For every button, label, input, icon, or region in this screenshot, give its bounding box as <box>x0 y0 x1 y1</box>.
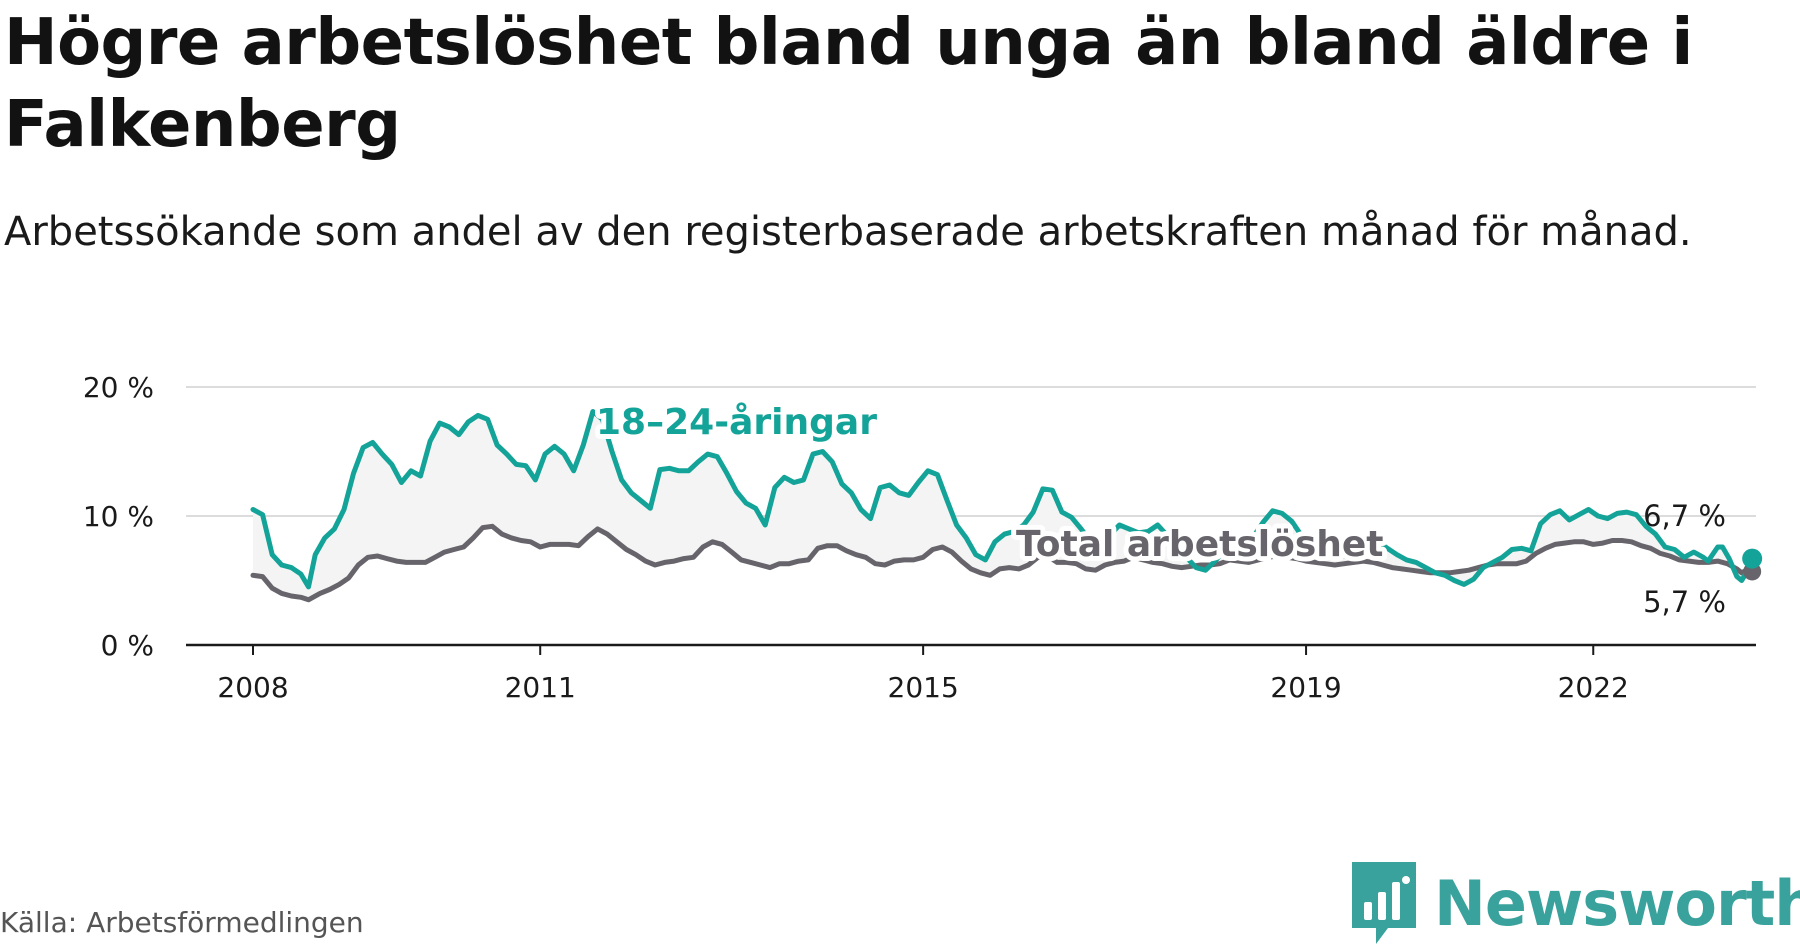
gap-fill-area <box>253 411 1753 600</box>
y-tick-label: 10 % <box>83 500 154 533</box>
series-line-youth <box>250 409 1755 590</box>
series-label-total-halo: Total arbetslöshet <box>1016 524 1384 565</box>
series-label-youth-text: 18–24-åringar <box>596 402 877 443</box>
brand: Newsworthy <box>1348 858 1800 948</box>
series-label-total-text: Total arbetslöshet <box>1016 524 1384 565</box>
series-line-total <box>250 523 1755 603</box>
source-note: Källa: Arbetsförmedlingen <box>0 906 364 939</box>
gap-area <box>253 411 1753 600</box>
brand-name: Newsworthy <box>1434 866 1800 940</box>
chart-subtitle: Arbetssökande som andel av den registerb… <box>4 209 1692 255</box>
end-value-label-youth: 6,7 % <box>1643 499 1726 533</box>
newsworthy-logo-icon <box>1352 862 1416 944</box>
y-tick-label: 20 % <box>83 371 154 404</box>
end-value-label-total: 5,7 % <box>1643 585 1726 619</box>
x-tick-label: 2019 <box>1270 671 1341 700</box>
series-end-point-youth <box>1742 548 1763 569</box>
line-chart: 0 % 10 % 20 % 2008 2011 2015 2019 2022 18–24-år… <box>83 371 1763 700</box>
x-tick-label: 2008 <box>217 671 288 700</box>
x-tick-label: 2022 <box>1558 671 1629 700</box>
axes: 0 % 10 % 20 % 2008 2011 2015 2019 2022 <box>83 371 1756 700</box>
x-tick-label: 2011 <box>505 671 576 700</box>
series-lines <box>250 409 1763 603</box>
chart-title: Högre arbetslöshet bland unga än bland ä… <box>4 6 1693 162</box>
series-label-youth-halo: 18–24-åringar <box>596 402 877 443</box>
y-tick-label: 0 % <box>101 629 154 662</box>
x-tick-label: 2015 <box>888 671 959 700</box>
chart-area: 0 % 10 % 20 % 2008 2011 2015 2019 2022 18–24-år… <box>0 360 1800 700</box>
